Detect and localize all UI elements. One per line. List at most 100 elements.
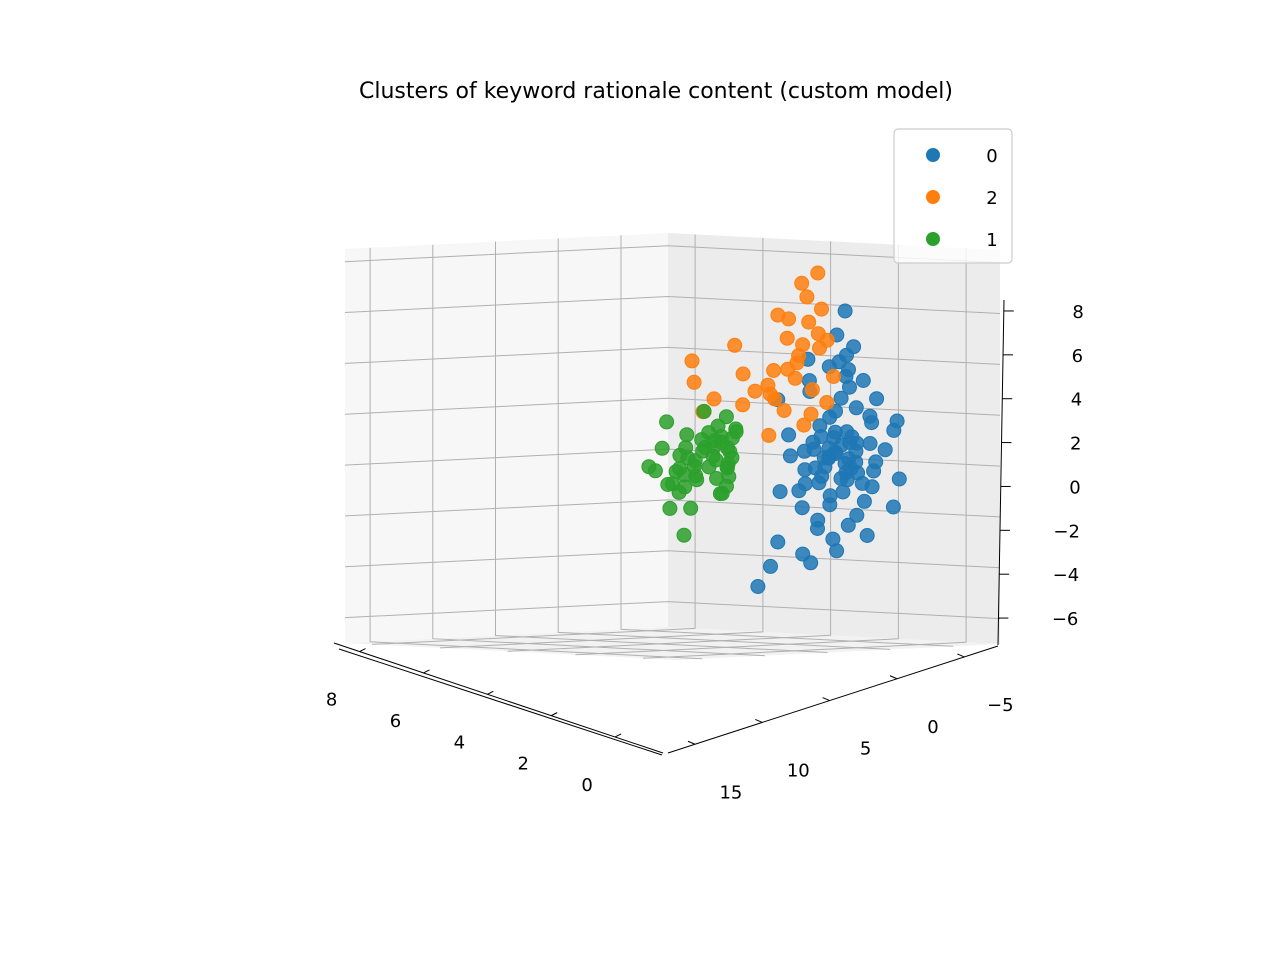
z-axis-line (997, 299, 1005, 646)
series-1 (641, 403, 744, 543)
scatter-point (688, 468, 704, 484)
y-tick (889, 675, 898, 680)
series-2 (684, 265, 841, 443)
scatter-point (761, 427, 777, 443)
x-tick-label: 0 (581, 775, 592, 796)
scatter-point (822, 488, 838, 504)
scatter-point (797, 462, 813, 478)
scatter-points (641, 265, 907, 594)
scatter-point (819, 332, 835, 348)
scatter-point (766, 363, 782, 378)
x-tick-label: 6 (390, 711, 401, 732)
y-axis-line (667, 645, 999, 754)
scatter-point (844, 429, 860, 445)
scatter-point (866, 463, 882, 479)
x-tick (487, 690, 494, 695)
y-tick (822, 697, 830, 702)
y-gridline (575, 244, 899, 656)
scatter-point (804, 382, 820, 398)
scatter-point (679, 427, 695, 443)
scatter-point (795, 337, 811, 353)
scatter-point (885, 499, 901, 515)
scatter-point (695, 443, 711, 459)
scatter-point (713, 434, 729, 450)
scatter-point (770, 534, 786, 550)
x-gridline (495, 241, 828, 653)
z-tick-label: 0 (1069, 477, 1080, 498)
scatter-point (654, 440, 670, 456)
scatter-point (813, 429, 829, 444)
scatter-point (781, 427, 797, 443)
series-0 (750, 303, 907, 594)
scatter-point (750, 579, 766, 594)
scatter-point (855, 373, 871, 388)
scatter-point (728, 424, 744, 440)
scatter-point (794, 275, 810, 291)
x-tick-label: 4 (454, 732, 465, 753)
legend-marker (926, 190, 940, 204)
scatter-point (799, 289, 815, 305)
chart-title: Clusters of keyword rationale content (c… (359, 79, 953, 104)
x-gridline (432, 244, 765, 657)
scatter-point (841, 362, 856, 378)
scatter-point (747, 383, 763, 399)
scatter-point (810, 265, 826, 281)
scatter-point (826, 369, 841, 384)
y-tick-label: 15 (719, 782, 742, 803)
legend-label: 0 (986, 146, 997, 167)
scatter-point (839, 347, 854, 363)
scatter-point (814, 301, 829, 317)
scatter-point (776, 403, 792, 418)
scatter-point (856, 493, 872, 509)
x-gridline (557, 238, 891, 650)
scatter-point (712, 486, 728, 502)
legend-label: 2 (986, 188, 997, 209)
scatter-point (837, 303, 853, 319)
scatter-point (795, 546, 811, 562)
y-tick (957, 653, 965, 658)
z-tick-label: 8 (1072, 302, 1083, 323)
scatter-point (779, 330, 795, 346)
scatter-point (706, 391, 722, 407)
z-gridline (344, 295, 1001, 314)
scatter-point (810, 512, 826, 528)
scatter-point (641, 459, 657, 475)
z-tick-label: 2 (1070, 434, 1081, 455)
scatter-point (791, 483, 807, 499)
z-tick-label: 4 (1071, 390, 1082, 411)
legend-marker (926, 148, 940, 162)
z-tick-label: −6 (1052, 609, 1079, 630)
scatter-point (660, 477, 676, 492)
legend-label: 1 (986, 230, 997, 251)
scatter-point (684, 353, 700, 369)
scatter-point (696, 403, 712, 419)
z-tick-label: −4 (1053, 565, 1080, 586)
scatter-point (801, 314, 817, 330)
scatter-point (735, 366, 751, 382)
scatter-point (676, 527, 692, 543)
z-tick-label: 6 (1072, 346, 1083, 367)
scatter-point (854, 475, 870, 491)
scatter-point (796, 443, 812, 459)
scatter-point (678, 440, 694, 456)
scatter-point (719, 460, 735, 476)
scatter-point (782, 448, 798, 464)
x-axis: 0 2 4 6 8 (326, 642, 664, 796)
y-tick-label: −5 (987, 695, 1014, 716)
y-tick-label: 5 (860, 739, 871, 760)
x-tick (359, 648, 366, 652)
scatter-point (686, 374, 702, 390)
x-gridline (369, 247, 703, 660)
axes-3d: 0 2 4 6 8 15 10 5 0 −5 −6 −4 −2 0 2 4 6 8 (326, 233, 1084, 803)
scatter-point (859, 528, 875, 543)
scatter-point (763, 558, 778, 574)
legend-box (893, 128, 1013, 264)
x-axis-line (333, 642, 664, 754)
z-gridline (344, 550, 1001, 569)
scatter-point (659, 414, 675, 430)
scatter-point (849, 507, 865, 523)
back-left-pane (345, 233, 668, 643)
scatter-point (803, 406, 819, 422)
scatter-point (735, 397, 751, 413)
